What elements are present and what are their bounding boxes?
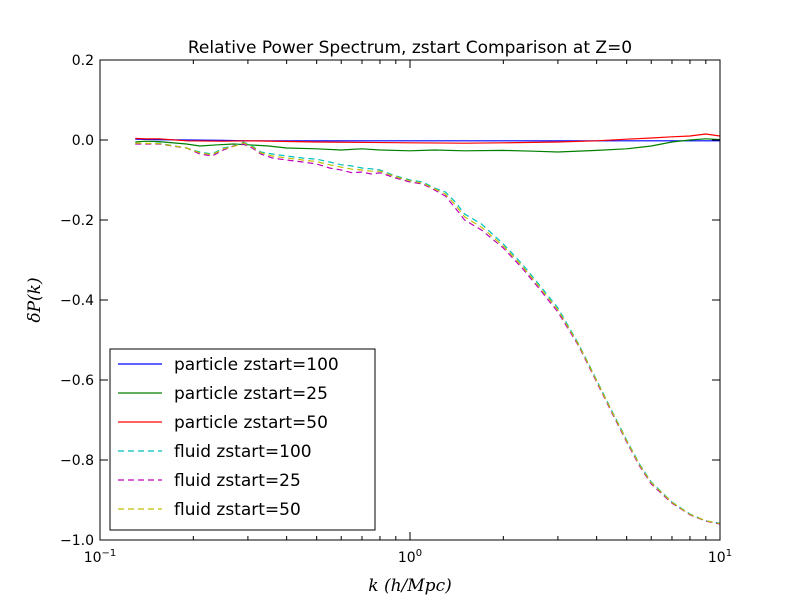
series-line-5 <box>135 143 720 525</box>
x-tick-label: 101 <box>708 548 732 566</box>
legend-label-4: fluid zstart=100 <box>174 442 312 462</box>
y-axis-label: δP(k) <box>25 277 45 322</box>
legend-label-6: fluid zstart=50 <box>174 500 301 520</box>
x-axis-label: k (h/Mpc) <box>368 576 451 596</box>
ticks-layer: 10−1 100 101 0.2 0.0 −0.2 −0.4 −0.6 −0.8 −1.0 <box>60 53 732 566</box>
y-tick-label: −0.8 <box>60 453 94 469</box>
legend-label-2: particle zstart=25 <box>174 384 328 404</box>
series-layer <box>135 133 720 525</box>
y-tick-label: −0.6 <box>60 373 94 389</box>
legend-label-5: fluid zstart=25 <box>174 471 301 491</box>
x-tick-label: 100 <box>398 548 422 566</box>
x-tick-label: 10−1 <box>84 548 117 566</box>
series-line-3 <box>135 133 720 144</box>
legend: particle zstart=100 particle zstart=25 par… <box>109 348 376 531</box>
y-tick-label: −0.2 <box>60 213 94 229</box>
y-tick-label: 0.2 <box>72 53 94 69</box>
y-tick-label: −1.0 <box>60 533 94 549</box>
series-line-6 <box>135 142 720 525</box>
y-tick-label: 0.0 <box>72 133 94 149</box>
legend-label-3: particle zstart=50 <box>174 413 328 433</box>
series-line-2 <box>135 138 720 153</box>
legend-box <box>109 348 376 531</box>
legend-label-1: particle zstart=100 <box>174 355 339 375</box>
y-tick-label: −0.4 <box>60 293 94 309</box>
chart-title: Relative Power Spectrum, zstart Comparis… <box>188 38 632 58</box>
